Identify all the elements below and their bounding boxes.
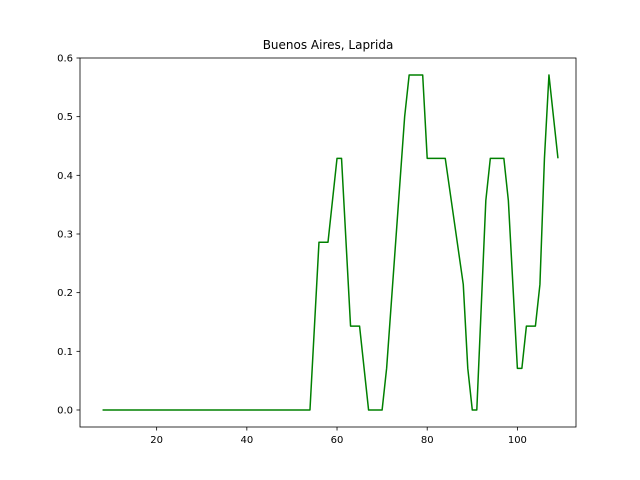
y-tick-label: 0.0 [57, 405, 73, 416]
x-tick-label: 40 [240, 435, 253, 446]
y-tick-label: 0.1 [57, 347, 73, 358]
axes-frame [79, 57, 577, 428]
x-tick-label: 20 [150, 435, 163, 446]
x-tick-label: 60 [331, 435, 344, 446]
series-line-1 [102, 74, 559, 411]
y-tick-label: 0.5 [57, 112, 73, 123]
chart-title: Buenos Aires, Laprida [263, 38, 394, 52]
y-tick-label: 0.4 [57, 171, 73, 182]
x-tick-label: 100 [508, 435, 527, 446]
y-tick-label: 0.6 [57, 54, 73, 65]
y-tick-label: 0.2 [57, 288, 73, 299]
y-tick-label: 0.3 [57, 229, 73, 240]
plot-area: 20 40 60 80 100 0.0 0.1 0.2 0.3 0.4 0.5 0.6 [57, 54, 577, 446]
x-tick-label: 80 [421, 435, 434, 446]
